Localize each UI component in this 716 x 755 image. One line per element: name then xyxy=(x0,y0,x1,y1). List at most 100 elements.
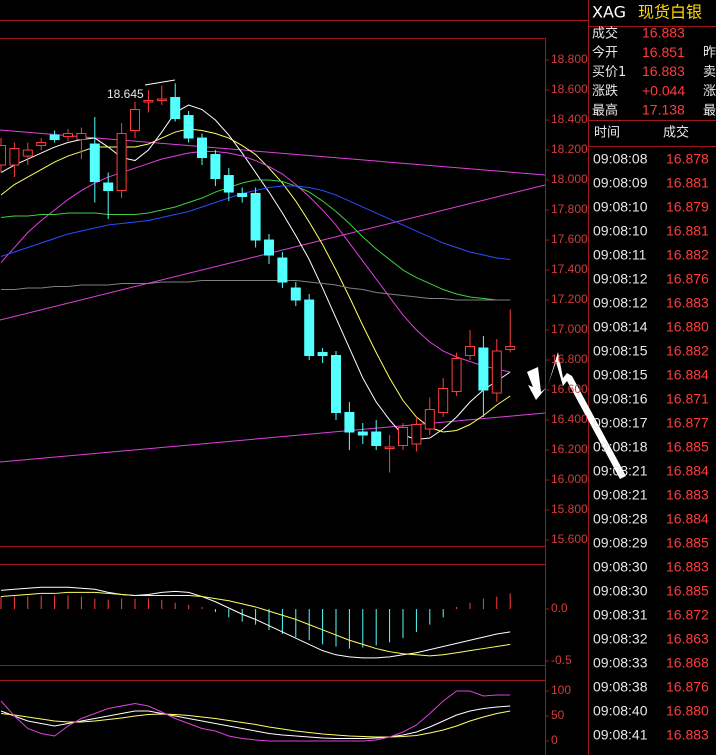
y-tick-label: 0 xyxy=(551,733,558,747)
y-tick-label: 17.200 xyxy=(551,292,588,306)
trade-time: 09:08:16 xyxy=(593,391,648,407)
candle-body xyxy=(237,193,248,198)
candle-body xyxy=(36,142,47,147)
candle-body xyxy=(398,427,408,447)
symbol: XAG xyxy=(592,3,626,22)
trade-time: 09:08:14 xyxy=(593,319,648,335)
arrows xyxy=(527,352,626,479)
trade-price: 16.883 xyxy=(666,295,709,311)
trade-price: 16.883 xyxy=(666,487,709,503)
trade-price: 16.879 xyxy=(666,199,709,215)
candle-body xyxy=(384,446,395,450)
quote-value: +0.044 xyxy=(642,82,685,98)
candle-body xyxy=(22,149,33,157)
trade-time: 09:08:10 xyxy=(593,223,648,239)
trade-time: 09:08:10 xyxy=(593,199,648,215)
candle-body xyxy=(371,431,382,447)
quote-label: 涨跌 xyxy=(592,83,618,99)
trade-time: 09:08:11 xyxy=(593,247,647,263)
trade-time: 09:08:29 xyxy=(593,535,648,551)
quote-label: 今开 xyxy=(592,45,618,61)
candle-body xyxy=(49,134,60,141)
trade-price: 16.876 xyxy=(666,679,709,695)
trade-price: 16.882 xyxy=(666,247,709,263)
candle-body xyxy=(197,137,207,159)
quote-value: 16.883 xyxy=(642,63,685,79)
y-tick-label: -0.5 xyxy=(551,653,572,667)
y-tick-label: 18.400 xyxy=(551,112,588,126)
candle-body xyxy=(170,97,181,120)
y-tick-label: 17.800 xyxy=(551,202,588,216)
trade-price: 16.876 xyxy=(666,271,709,287)
quote-value: 16.851 xyxy=(642,44,685,60)
trade-time: 09:08:40 xyxy=(593,703,648,719)
candle-body xyxy=(478,347,489,391)
indicator-line xyxy=(0,705,511,739)
quote-label: 昨 xyxy=(703,46,716,61)
candle-body xyxy=(143,100,154,103)
trade-time: 09:08:28 xyxy=(593,511,648,527)
trade-price: 16.885 xyxy=(666,439,709,455)
candle-body xyxy=(344,412,355,433)
indicator-line xyxy=(0,690,511,742)
column-header: 成交 xyxy=(663,125,689,141)
candle-body xyxy=(424,409,435,430)
y-tick-label: 0.0 xyxy=(551,601,568,615)
trade-time: 09:08:15 xyxy=(593,343,648,359)
peak-marker xyxy=(144,79,176,86)
indicator-line xyxy=(0,591,511,657)
y-tick-label: 16.600 xyxy=(551,382,588,396)
quote-value: 17.138 xyxy=(642,102,685,118)
quote-label: 成交 xyxy=(592,26,618,42)
candle-body xyxy=(103,182,114,192)
candle-body xyxy=(223,175,234,193)
candle-body xyxy=(76,133,87,141)
candle-body xyxy=(357,431,368,436)
trade-time: 09:08:18 xyxy=(593,439,648,455)
candle-body xyxy=(9,148,20,166)
y-tick-label: 16.000 xyxy=(551,472,588,486)
candle-body xyxy=(411,424,422,445)
trade-time: 09:08:33 xyxy=(593,655,648,671)
trade-price: 16.883 xyxy=(666,559,709,575)
candle-body xyxy=(250,193,261,241)
y-tick-label: 50 xyxy=(551,708,565,722)
trade-price: 16.882 xyxy=(666,343,709,359)
trade-time: 09:08:21 xyxy=(593,463,648,479)
trade-price: 16.885 xyxy=(666,583,709,599)
trade-time: 09:08:12 xyxy=(593,295,648,311)
candle-body xyxy=(277,257,288,283)
trade-price: 16.884 xyxy=(666,463,709,479)
candle-body xyxy=(63,133,73,138)
y-tick-label: 17.000 xyxy=(551,322,588,336)
candle-body xyxy=(156,98,167,102)
peak-label: 18.645 xyxy=(107,87,144,101)
instrument-name: 现货白银 xyxy=(638,3,702,22)
candle-body xyxy=(290,287,301,301)
candle-body xyxy=(465,346,475,357)
trade-time: 09:08:41 xyxy=(593,727,648,743)
trade-time: 09:08:38 xyxy=(593,679,648,695)
candle-body xyxy=(505,346,516,351)
y-tick-label: 100 xyxy=(551,683,571,697)
candle-body xyxy=(183,115,194,139)
y-tick-label: 18.000 xyxy=(551,172,588,186)
candle-body xyxy=(331,355,341,414)
trade-time: 09:08:31 xyxy=(593,607,648,623)
trade-time: 09:08:30 xyxy=(593,583,648,599)
trade-price: 16.885 xyxy=(666,535,709,551)
trade-price: 16.871 xyxy=(666,391,709,407)
trade-price: 16.877 xyxy=(666,415,709,431)
trade-time: 09:08:09 xyxy=(593,175,648,191)
quote-label: 卖 xyxy=(703,65,716,80)
trade-price: 16.881 xyxy=(666,223,709,239)
candle-body xyxy=(264,239,274,256)
column-header: 时间 xyxy=(594,126,620,141)
y-tick-label: 15.600 xyxy=(551,532,588,546)
indicator-line xyxy=(1,280,511,301)
candle-body xyxy=(317,352,328,357)
y-tick-label: 17.400 xyxy=(551,262,588,276)
